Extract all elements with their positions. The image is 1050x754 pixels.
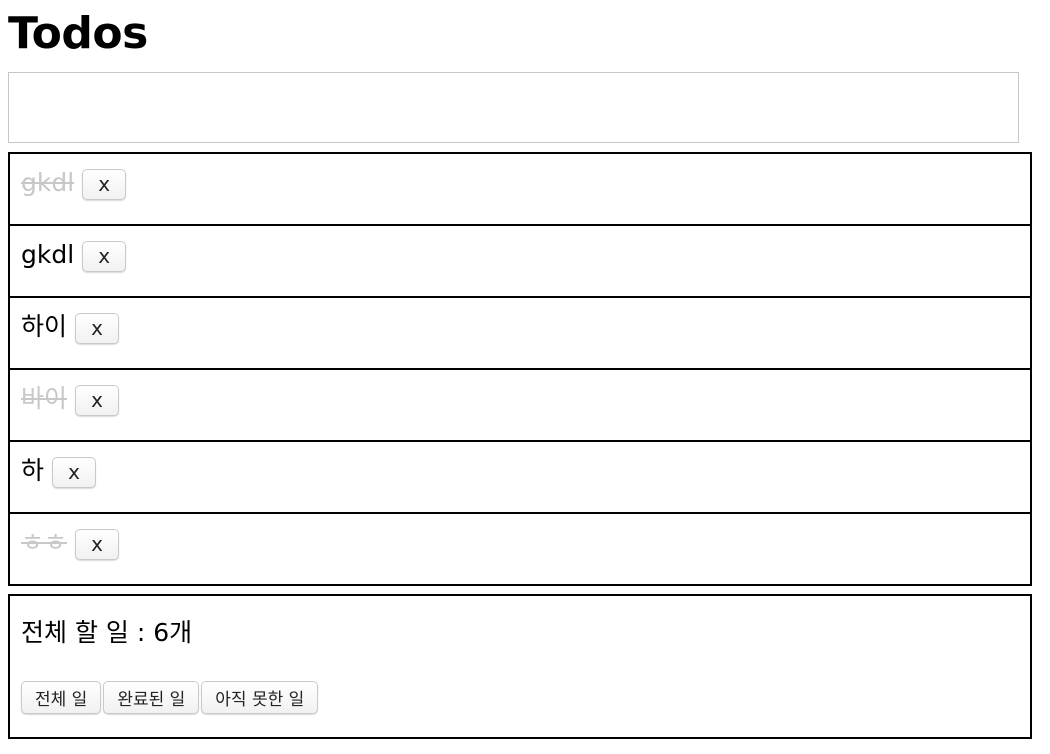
delete-todo-button[interactable]: x: [75, 529, 120, 560]
todo-item: 하이 x: [8, 298, 1032, 370]
delete-todo-button[interactable]: x: [82, 241, 127, 272]
delete-todo-button[interactable]: x: [52, 457, 97, 488]
filter-completed-button[interactable]: 완료된 일: [103, 681, 200, 714]
delete-todo-button[interactable]: x: [75, 385, 120, 416]
delete-todo-button[interactable]: x: [82, 169, 127, 200]
todo-item-text[interactable]: 하: [21, 456, 45, 485]
todo-item-text[interactable]: ㅎㅎ: [21, 528, 68, 557]
todo-item-text[interactable]: 바이: [21, 384, 68, 413]
delete-todo-button[interactable]: x: [75, 313, 120, 344]
todo-footer: 전체 할 일 : 6개 전체 일 완료된 일 아직 못한 일: [8, 594, 1032, 739]
todo-item-text[interactable]: 하이: [21, 312, 68, 341]
todo-item: 바이 x: [8, 370, 1032, 442]
todo-list: gkdl x gkdl x 하이 x 바이 x 하 x ㅎㅎ x: [8, 152, 1032, 586]
todo-item: gkdl x: [8, 152, 1032, 226]
todo-item-text[interactable]: gkdl: [21, 168, 75, 197]
filter-bar: 전체 일 완료된 일 아직 못한 일: [21, 681, 1030, 714]
todo-item: ㅎㅎ x: [8, 514, 1032, 586]
filter-active-button[interactable]: 아직 못한 일: [201, 681, 319, 714]
new-todo-input[interactable]: [8, 72, 1019, 143]
todo-item-text[interactable]: gkdl: [21, 240, 75, 269]
todo-count: 전체 할 일 : 6개: [21, 618, 193, 647]
page-title: Todos: [8, 8, 148, 59]
filter-all-button[interactable]: 전체 일: [21, 681, 102, 714]
todo-item: 하 x: [8, 442, 1032, 514]
todo-item: gkdl x: [8, 226, 1032, 298]
